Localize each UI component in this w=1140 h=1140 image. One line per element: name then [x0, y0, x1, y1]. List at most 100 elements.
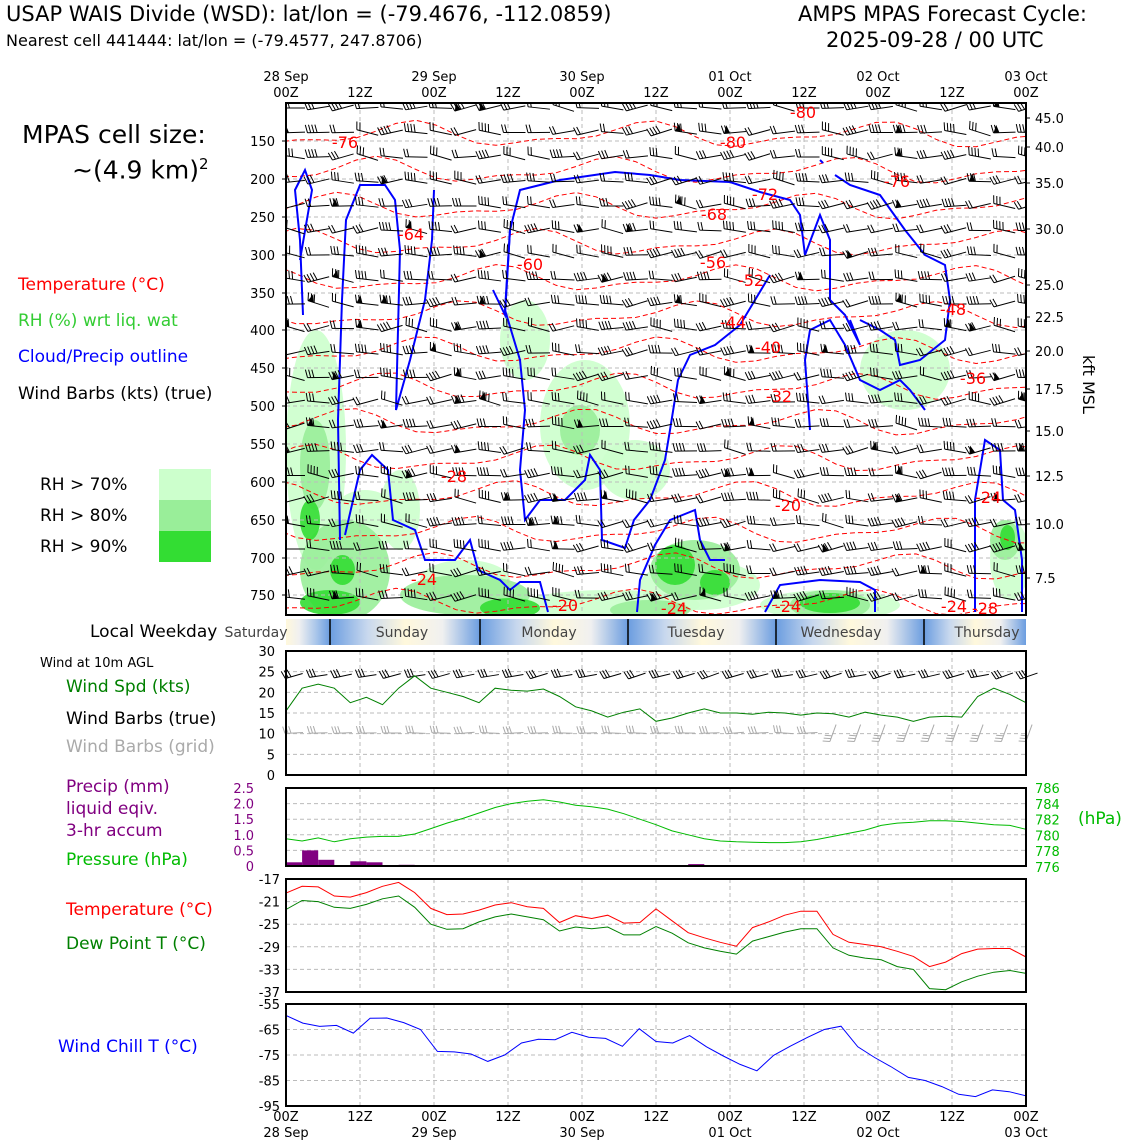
wind-barb — [821, 146, 844, 161]
barb-feather — [356, 145, 359, 154]
barb-feather — [482, 320, 486, 329]
isotherm — [286, 119, 1026, 148]
barb-feather — [502, 726, 506, 734]
wind-barb — [892, 124, 918, 134]
barb-feather — [597, 274, 603, 283]
barb-feather — [892, 223, 897, 232]
barb-feather — [745, 321, 750, 330]
true-wind-barb — [623, 669, 646, 680]
barb-feather — [606, 540, 609, 549]
barb-feather — [386, 125, 392, 134]
barb-shaft — [920, 398, 942, 406]
wind-barb — [597, 371, 624, 382]
barb-feather — [328, 371, 333, 380]
barb-feather — [502, 392, 505, 401]
wind-barb — [551, 367, 575, 380]
wind-barb — [599, 197, 624, 207]
kft-tick-label: 7.5 — [1035, 572, 1056, 587]
barb-shaft — [895, 131, 918, 134]
barb-feather — [380, 342, 382, 352]
barb-shaft — [356, 153, 379, 161]
barb-feather — [733, 197, 735, 206]
barb-feather — [825, 103, 829, 109]
barb-feather — [656, 419, 661, 428]
barb-shaft — [405, 521, 428, 528]
barb-pennant — [699, 395, 706, 404]
barb-feather — [847, 345, 851, 354]
barb-shaft — [356, 351, 379, 355]
barb-shaft — [454, 374, 477, 381]
barb-feather — [695, 495, 701, 504]
barb-feather — [797, 317, 799, 326]
wind-barb — [526, 172, 551, 183]
barb-pennant — [895, 466, 902, 475]
wind-barb — [550, 515, 575, 526]
barb-feather — [797, 444, 802, 453]
barb-shaft — [479, 522, 501, 527]
wind-barb — [356, 121, 379, 136]
cycle-title: AMPS MPAS Forecast Cycle: — [798, 2, 1087, 26]
barb-feather — [334, 726, 338, 734]
barb-feather — [1021, 146, 1023, 155]
barb-feather — [604, 440, 606, 449]
barb-shaft — [895, 326, 918, 331]
barb-shaft — [650, 104, 673, 112]
precip-tick-label: 0.5 — [233, 844, 254, 859]
wind-tick-label: 30 — [258, 645, 275, 660]
wind-barb — [942, 490, 967, 502]
cell-size-text: ~(4.9 km) — [72, 155, 199, 185]
barb-feather — [802, 393, 805, 402]
barb-feather — [919, 542, 924, 551]
wind-barb — [549, 199, 575, 208]
dewpoint-label: Dew Point T (°C) — [66, 934, 206, 954]
barb-feather — [553, 173, 557, 182]
barb-feather — [705, 294, 707, 303]
wind-barb — [992, 465, 1016, 478]
cloud-outline — [336, 184, 435, 541]
barb-shaft — [699, 399, 722, 405]
wind-barb — [697, 221, 722, 232]
barb-feather — [901, 294, 903, 303]
barb-shaft — [971, 673, 989, 679]
barb-feather — [450, 593, 456, 602]
barb-feather — [291, 271, 294, 280]
barb-shaft — [724, 520, 746, 529]
wind-barb — [842, 103, 869, 111]
wind-barb — [795, 392, 820, 404]
barb-feather — [754, 590, 759, 599]
wind-barb — [940, 149, 967, 160]
barb-feather — [720, 543, 725, 552]
barb-feather — [330, 245, 333, 255]
barb-feather — [578, 371, 585, 380]
wind-barb — [550, 466, 575, 478]
barb-pennant — [993, 124, 1000, 133]
barb-feather — [548, 126, 554, 135]
barb-feather — [476, 467, 480, 476]
wind-barb — [623, 271, 649, 281]
barb-feather — [750, 221, 753, 230]
barb-feather — [459, 726, 463, 734]
barb-feather — [307, 443, 312, 452]
barb-feather — [408, 198, 413, 207]
barb-shaft — [969, 277, 991, 282]
barb-feather — [487, 540, 490, 549]
dewpoint-line — [285, 895, 1027, 991]
barb-shaft — [503, 423, 526, 430]
barb-feather — [698, 420, 704, 429]
barb-feather — [724, 670, 730, 678]
barb-shaft — [650, 373, 673, 382]
barb-feather — [795, 172, 799, 182]
barb-shaft — [307, 204, 330, 208]
barb-shaft — [307, 156, 330, 158]
barb-feather — [821, 174, 826, 183]
wind-tick-label: 20 — [258, 686, 275, 701]
barb-feather — [306, 587, 309, 596]
weekday-strip: Saturday Sunday Monday Tuesday Wednesday Thur… — [224, 619, 1026, 645]
barb-feather — [307, 149, 312, 158]
barb-feather — [500, 124, 504, 133]
wind-barb — [330, 441, 354, 453]
wind-barb — [722, 392, 746, 404]
barb-feather — [585, 320, 588, 329]
barb-shaft — [626, 595, 648, 601]
barb-feather — [1017, 347, 1022, 356]
